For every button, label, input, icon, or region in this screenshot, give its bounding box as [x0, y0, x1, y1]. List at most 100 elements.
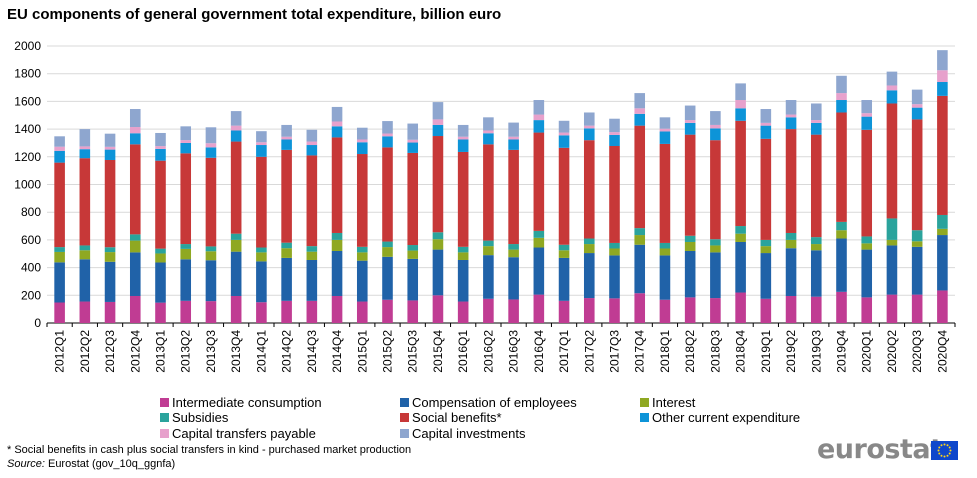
bar-segment: [457, 301, 469, 323]
bar-segment: [104, 247, 116, 253]
bar-segment: [810, 244, 822, 251]
x-tick-label: 2014Q1: [254, 330, 268, 373]
bar-segment: [432, 239, 444, 250]
bar-segment: [180, 142, 192, 154]
bar-segment: [735, 108, 746, 121]
bar-segment: [836, 93, 847, 101]
bar-segment: [356, 301, 368, 323]
bar-segment: [356, 139, 368, 143]
bar-segment: [735, 292, 746, 323]
x-tick-label: 2020Q3: [910, 330, 924, 373]
bar-segment: [79, 245, 91, 251]
bar-segment: [432, 249, 444, 296]
bar-segment: [508, 249, 519, 258]
bar-segment: [861, 297, 873, 323]
x-tick-label: 2015Q2: [381, 330, 395, 373]
x-tick-label: 2018Q1: [658, 330, 672, 373]
bar-segment: [659, 143, 671, 243]
bar-segment: [760, 253, 772, 299]
bar-segment: [407, 139, 419, 143]
bar-segment: [356, 142, 368, 155]
bar-segment: [230, 141, 242, 234]
bar-segment: [155, 262, 166, 303]
bar-segment: [735, 83, 746, 101]
x-tick-label: 2018Q2: [683, 330, 697, 373]
bar-segment: [457, 259, 469, 302]
bar-segment: [609, 118, 620, 133]
x-tick-label: 2017Q2: [582, 330, 596, 373]
y-tick-label: 1600: [14, 94, 41, 108]
bar-segment: [432, 102, 444, 120]
bar-segment: [836, 221, 847, 231]
bar-segment: [79, 129, 91, 147]
bar-segment: [180, 248, 192, 260]
bar-segment: [634, 235, 646, 245]
bar-segment: [407, 142, 419, 153]
bar-segment: [129, 295, 141, 323]
bar-segment: [659, 117, 671, 129]
bar-segment: [306, 251, 318, 260]
x-tick-label: 2017Q4: [633, 330, 647, 373]
bar-segment: [760, 246, 772, 254]
bar-segment: [911, 89, 923, 105]
legend-label: Social benefits*: [412, 410, 502, 425]
bar-segment: [230, 125, 242, 131]
y-tick-label: 2000: [14, 39, 41, 53]
bar-segment: [760, 109, 772, 123]
bar-segment: [104, 146, 116, 150]
bar-segment: [104, 261, 116, 302]
bar-segment: [810, 122, 822, 135]
bar-segment: [609, 145, 620, 243]
bar-segment: [79, 158, 91, 246]
bar-segment: [785, 100, 797, 115]
bar-segment: [836, 230, 847, 239]
bar-segment: [230, 130, 242, 142]
bar-segment: [457, 136, 469, 140]
bar-segment: [281, 149, 292, 243]
bar-segment: [331, 232, 343, 240]
bar-segment: [205, 260, 217, 302]
bar-segment: [457, 124, 469, 137]
bar-segment: [483, 117, 494, 131]
bar-segment: [180, 140, 192, 143]
bar-segment: [583, 112, 595, 126]
bar-segment: [684, 235, 696, 242]
bar-segment: [634, 113, 646, 126]
x-tick-label: 2019Q4: [835, 330, 849, 373]
bar-segment: [911, 246, 923, 295]
bar-segment: [483, 133, 494, 145]
x-tick-label: 2015Q3: [406, 330, 420, 373]
bar-segment: [533, 132, 545, 231]
bar-segment: [79, 259, 91, 302]
bar-segment: [457, 139, 469, 152]
bar-segment: [382, 256, 393, 300]
bar-segment: [684, 134, 696, 236]
bar-segment: [230, 239, 242, 252]
bar-segment: [836, 75, 847, 94]
bar-segment: [810, 296, 822, 323]
bar-segment: [937, 214, 948, 229]
bar-segment: [785, 248, 797, 296]
bar-segment: [508, 244, 519, 250]
bar-segment: [634, 244, 646, 294]
bar-segment: [659, 242, 671, 249]
x-tick-label: 2016Q1: [456, 330, 470, 373]
bar-segment: [735, 226, 746, 234]
chart-title: EU components of general government tota…: [7, 6, 502, 23]
bar-segment: [432, 124, 444, 137]
legend-swatch: [400, 398, 409, 407]
bar-segment: [205, 251, 217, 261]
bar-segment: [180, 126, 192, 141]
bar-segment: [609, 298, 620, 323]
bar-segment: [911, 119, 923, 231]
x-tick-label: 2012Q2: [78, 330, 92, 373]
bar-segment: [155, 146, 166, 149]
bar-segment: [129, 133, 141, 145]
bar-segment: [861, 113, 873, 117]
bar-segment: [886, 90, 898, 104]
bar-segment: [331, 250, 343, 296]
bar-segment: [356, 154, 368, 247]
bar-segment: [256, 247, 267, 253]
bar-segment: [735, 120, 746, 227]
bar-segment: [558, 250, 570, 258]
